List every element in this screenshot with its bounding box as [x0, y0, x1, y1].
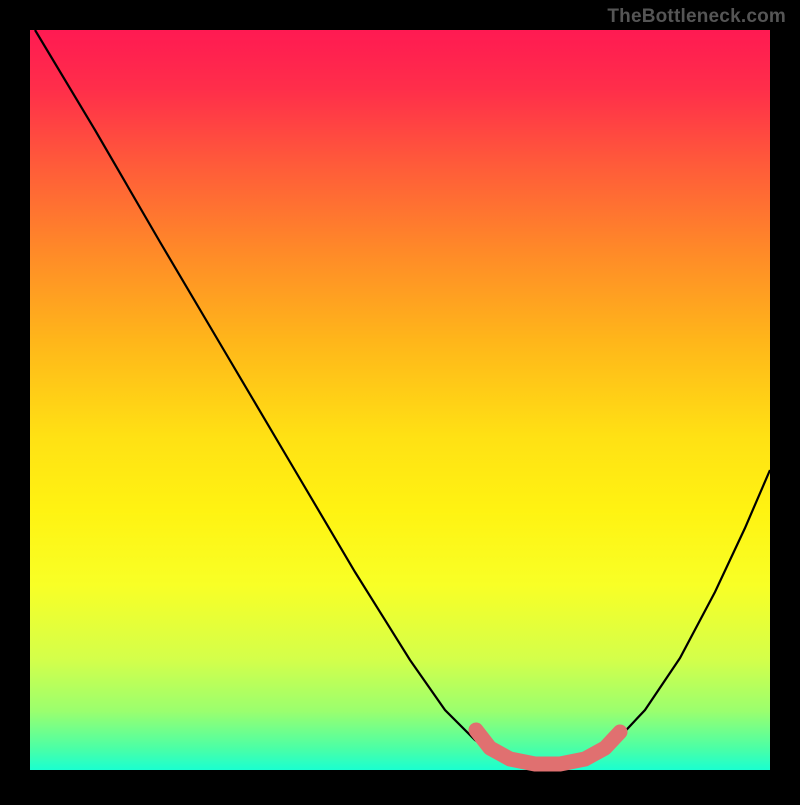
chart-plot-area: [30, 30, 770, 770]
bottleneck-chart: [0, 0, 800, 800]
chart-container: TheBottleneck.com: [0, 0, 800, 800]
watermark-text: TheBottleneck.com: [607, 6, 786, 28]
